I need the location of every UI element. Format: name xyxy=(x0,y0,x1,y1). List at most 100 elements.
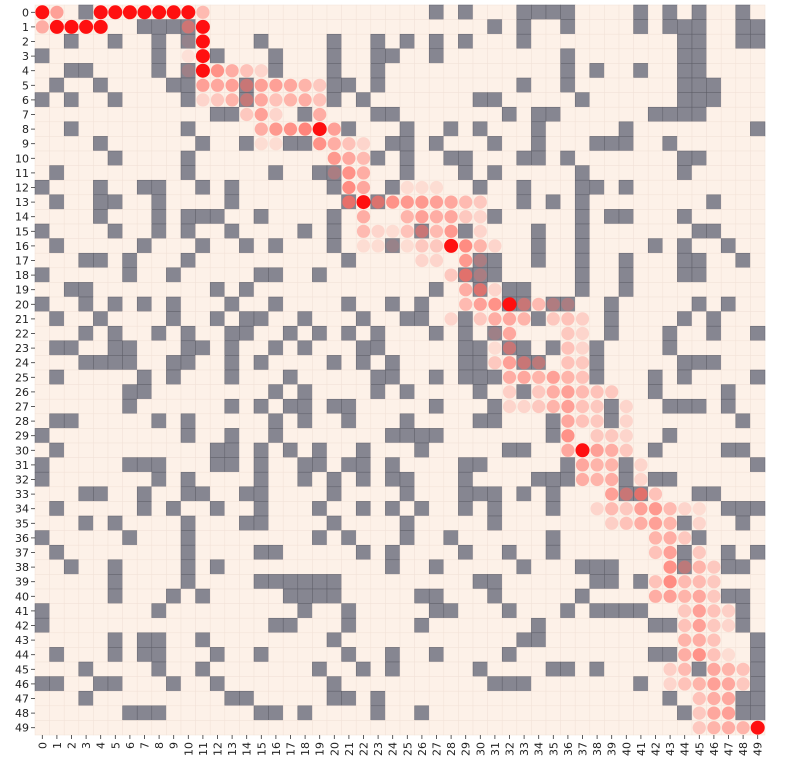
obstacle-cell xyxy=(166,355,182,371)
obstacle-cell xyxy=(531,136,547,152)
obstacle-cell xyxy=(691,355,707,371)
free-cell xyxy=(268,4,284,20)
obstacle-cell xyxy=(589,661,605,677)
free-cell xyxy=(326,296,342,312)
obstacle-cell xyxy=(560,48,576,64)
free-cell xyxy=(647,398,664,415)
free-cell xyxy=(516,720,532,736)
free-cell xyxy=(122,48,138,64)
free-cell xyxy=(355,559,372,575)
free-cell xyxy=(633,77,649,93)
obstacle-cell xyxy=(370,690,386,707)
obstacle-cell xyxy=(677,355,693,371)
free-cell xyxy=(93,603,109,619)
free-cell xyxy=(735,574,751,590)
free-cell xyxy=(691,209,707,225)
free-cell xyxy=(501,121,518,137)
free-cell xyxy=(195,471,211,488)
obstacle-cell xyxy=(209,457,226,473)
free-cell xyxy=(136,471,153,488)
free-cell xyxy=(487,705,503,721)
y-tick-label: 18 xyxy=(15,269,29,282)
free-cell xyxy=(268,603,284,619)
obstacle-cell xyxy=(428,48,445,64)
free-cell xyxy=(472,325,488,342)
obstacle-cell xyxy=(458,165,474,181)
free-cell xyxy=(604,48,620,64)
free-cell xyxy=(458,559,474,575)
explored-marker xyxy=(429,239,444,253)
free-cell xyxy=(93,267,109,283)
free-cell xyxy=(604,705,620,721)
free-cell xyxy=(443,501,459,517)
free-cell xyxy=(239,442,255,458)
obstacle-cell xyxy=(297,574,313,590)
free-cell xyxy=(706,179,722,196)
free-cell xyxy=(589,165,605,181)
obstacle-cell xyxy=(268,428,284,444)
free-cell xyxy=(34,661,50,677)
free-cell xyxy=(589,617,605,634)
obstacle-cell xyxy=(180,252,196,269)
free-cell xyxy=(560,515,576,531)
free-cell xyxy=(516,530,532,546)
free-cell xyxy=(78,48,94,64)
free-cell xyxy=(720,48,737,64)
obstacle-cell xyxy=(166,267,182,283)
explored-marker xyxy=(575,356,590,370)
obstacle-cell xyxy=(180,530,196,546)
free-cell xyxy=(691,136,707,152)
free-cell xyxy=(282,33,299,50)
free-cell xyxy=(720,457,737,473)
free-cell xyxy=(355,705,372,721)
explored-marker xyxy=(634,516,648,530)
free-cell xyxy=(735,63,751,79)
obstacle-cell xyxy=(341,647,357,663)
free-cell xyxy=(253,165,269,181)
free-cell xyxy=(501,194,518,210)
free-cell xyxy=(63,194,80,210)
free-cell xyxy=(414,471,430,488)
free-cell xyxy=(647,179,664,196)
free-cell xyxy=(443,355,459,371)
free-cell xyxy=(312,48,328,64)
obstacle-cell xyxy=(501,442,518,458)
obstacle-cell xyxy=(209,647,226,663)
obstacle-cell xyxy=(107,340,123,356)
obstacle-cell xyxy=(443,121,459,137)
obstacle-cell xyxy=(677,165,693,181)
free-cell xyxy=(487,4,503,20)
x-tick-label: 28 xyxy=(445,742,458,756)
explored-marker xyxy=(648,516,663,530)
obstacle-cell xyxy=(312,442,328,458)
free-cell xyxy=(63,676,80,692)
free-cell xyxy=(604,106,620,123)
free-cell xyxy=(385,19,401,35)
free-cell xyxy=(122,194,138,210)
obstacle-cell xyxy=(268,413,284,429)
obstacle-cell xyxy=(545,544,561,561)
free-cell xyxy=(501,705,518,721)
free-cell xyxy=(720,77,737,93)
obstacle-cell xyxy=(107,33,123,50)
x-tick-label: 15 xyxy=(255,742,268,756)
obstacle-cell xyxy=(677,369,693,385)
free-cell xyxy=(545,238,561,254)
free-cell xyxy=(647,136,664,152)
obstacle-cell xyxy=(107,296,123,312)
free-cell xyxy=(34,384,50,400)
free-cell xyxy=(107,121,123,137)
free-cell xyxy=(49,559,65,575)
explored-marker xyxy=(634,487,648,501)
free-cell xyxy=(326,106,342,123)
explored-marker xyxy=(386,195,400,209)
free-cell xyxy=(472,106,488,123)
free-cell xyxy=(209,486,226,502)
free-cell xyxy=(63,77,80,93)
obstacle-cell xyxy=(49,194,65,210)
obstacle-cell xyxy=(531,311,547,327)
free-cell xyxy=(385,705,401,721)
obstacle-cell xyxy=(662,647,678,663)
free-cell xyxy=(166,165,182,181)
obstacle-cell xyxy=(735,603,751,619)
